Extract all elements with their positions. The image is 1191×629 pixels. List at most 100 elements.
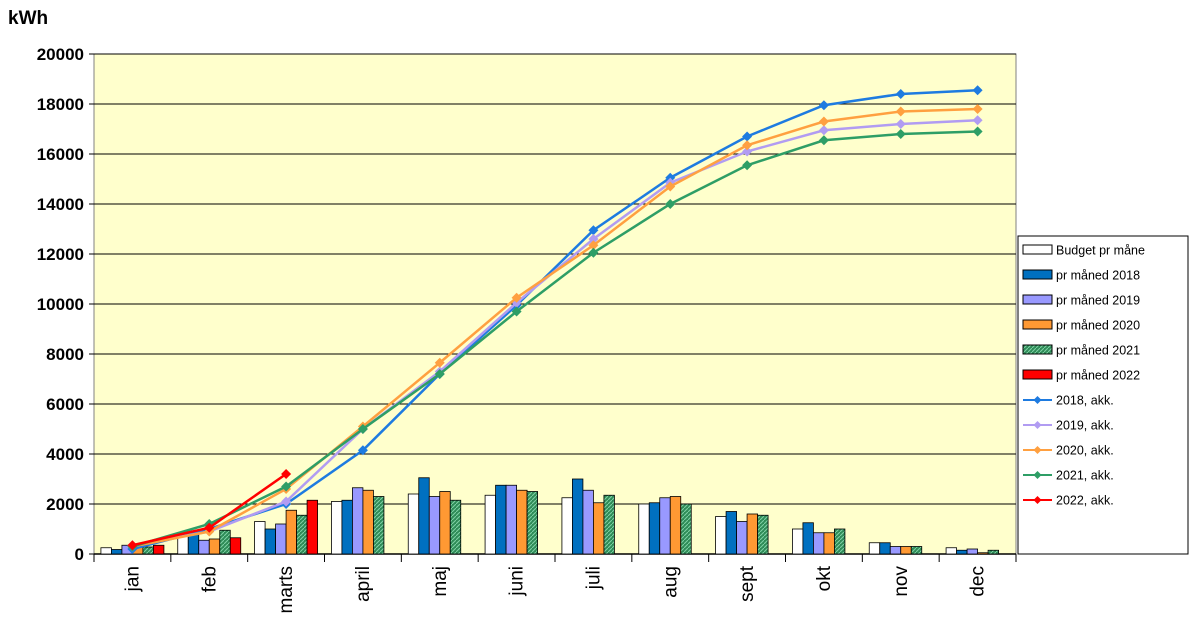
bar xyxy=(331,501,343,555)
x-tick-label: april xyxy=(353,566,374,602)
bar xyxy=(910,546,923,555)
legend-swatch xyxy=(1022,319,1053,330)
bar xyxy=(736,521,748,555)
bar xyxy=(516,489,528,555)
legend-label: 2022, akk. xyxy=(1056,494,1114,508)
bar xyxy=(418,477,430,555)
bar xyxy=(746,513,758,555)
bar xyxy=(659,497,671,555)
bar xyxy=(407,493,420,555)
bar xyxy=(889,546,902,555)
line-point xyxy=(434,369,445,379)
y-tick-label: 2000 xyxy=(46,495,84,514)
legend-label: pr måned 2018 xyxy=(1056,269,1140,283)
bar xyxy=(561,497,573,555)
bar xyxy=(505,484,517,555)
line-point xyxy=(895,89,906,99)
bar xyxy=(834,528,846,555)
line-point xyxy=(742,160,753,171)
x-tick-label: dec xyxy=(968,566,989,597)
line-point xyxy=(742,146,753,157)
bar xyxy=(254,521,266,555)
line-point xyxy=(818,135,829,146)
bar xyxy=(823,532,835,555)
bar xyxy=(669,496,682,555)
bar xyxy=(208,538,221,555)
bar xyxy=(111,549,123,555)
legend-label: Budget pr måne xyxy=(1056,244,1145,258)
line-point xyxy=(588,240,599,251)
line-point xyxy=(972,115,983,126)
legend-label: 2019, akk. xyxy=(1056,419,1114,433)
x-tick-label: juni xyxy=(507,566,528,597)
x-tick-label: marts xyxy=(276,566,297,614)
bar xyxy=(868,542,881,555)
y-tick-label: 0 xyxy=(75,545,84,564)
y-tick-label: 6000 xyxy=(46,395,84,414)
y-tick-label: 14000 xyxy=(37,195,84,214)
legend-label: pr måned 2022 xyxy=(1056,369,1140,383)
line-point xyxy=(972,126,983,137)
line-point xyxy=(357,424,368,434)
bar xyxy=(177,536,189,555)
y-tick-label: 20000 xyxy=(37,45,84,64)
y-tick-label: 10000 xyxy=(37,295,84,314)
x-tick-label: sept xyxy=(737,565,758,602)
line-point xyxy=(895,119,906,129)
line-point xyxy=(1033,421,1042,429)
x-tick-label: nov xyxy=(891,566,912,597)
x-tick-label: aug xyxy=(660,566,681,598)
line-point xyxy=(972,104,983,114)
bar xyxy=(187,533,200,555)
legend-label: pr måned 2021 xyxy=(1056,344,1140,358)
bar xyxy=(977,552,989,555)
y-tick-label: 16000 xyxy=(37,145,84,164)
bar xyxy=(142,546,154,555)
bar xyxy=(526,491,538,555)
line-point xyxy=(742,131,753,142)
bar xyxy=(484,494,496,555)
legend: Budget pr måne pr måned 2018 pr måned 2019… xyxy=(1017,235,1189,555)
line-point xyxy=(281,496,292,507)
line-point xyxy=(1033,471,1042,479)
line-point xyxy=(818,100,829,111)
bar xyxy=(439,491,451,555)
bar xyxy=(802,522,814,555)
bar xyxy=(428,496,441,555)
line-point xyxy=(1033,396,1042,404)
legend-label: pr måned 2020 xyxy=(1056,319,1140,333)
bar xyxy=(306,499,318,555)
bar xyxy=(219,529,231,555)
line-point xyxy=(204,522,215,533)
series-line xyxy=(132,89,978,551)
series-line xyxy=(132,130,978,548)
legend-swatch xyxy=(1022,369,1053,380)
bar xyxy=(879,542,891,555)
line-point xyxy=(281,469,292,479)
legend-swatch xyxy=(1022,269,1053,280)
bar xyxy=(813,532,825,555)
y-tick-label: 18000 xyxy=(37,95,84,114)
x-tick-label: juli xyxy=(583,566,604,590)
line-point xyxy=(357,445,368,456)
bar xyxy=(593,502,605,555)
line-point xyxy=(895,129,906,139)
y-tick-label: 4000 xyxy=(46,445,84,464)
series-line xyxy=(132,107,978,548)
bar xyxy=(966,548,978,555)
bar xyxy=(495,484,507,555)
bar xyxy=(956,549,968,555)
bar xyxy=(725,511,737,555)
bar xyxy=(373,496,385,555)
bar xyxy=(945,547,957,555)
y-tick-label: 12000 xyxy=(37,245,84,264)
bar xyxy=(648,502,661,555)
bar xyxy=(198,539,210,555)
bar xyxy=(229,537,242,555)
x-tick-label: maj xyxy=(430,566,451,597)
line-point xyxy=(588,247,599,258)
line-point xyxy=(1033,496,1042,504)
line-point xyxy=(665,181,676,192)
y-tick-label: 8000 xyxy=(46,345,84,364)
legend-swatch xyxy=(1022,344,1053,355)
